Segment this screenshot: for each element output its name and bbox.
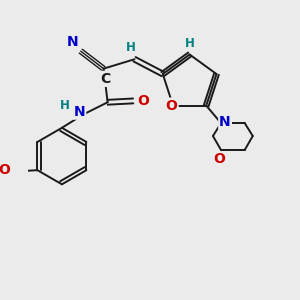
Text: H: H — [126, 41, 135, 54]
Text: H: H — [185, 37, 195, 50]
Text: O: O — [137, 94, 149, 108]
Text: O: O — [214, 152, 226, 167]
Text: O: O — [0, 163, 11, 177]
Text: O: O — [166, 99, 178, 112]
Text: N: N — [74, 105, 85, 119]
Text: N: N — [67, 35, 79, 49]
Text: C: C — [100, 72, 110, 86]
Text: H: H — [60, 99, 70, 112]
Text: N: N — [219, 115, 231, 129]
